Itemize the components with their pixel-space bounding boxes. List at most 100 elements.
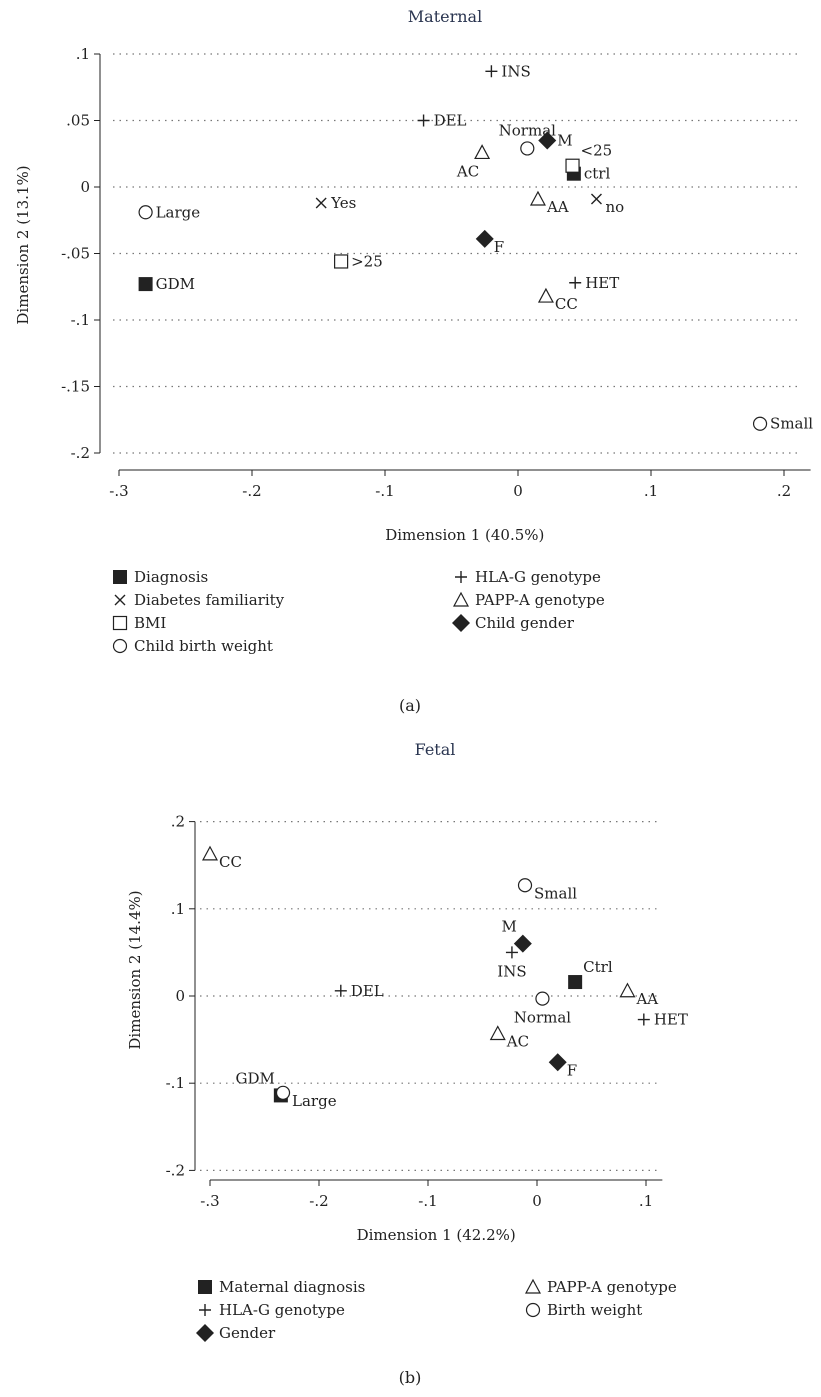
maternal-point-marker bbox=[475, 229, 494, 248]
maternal-legend-label: Diagnosis bbox=[134, 568, 208, 586]
maternal-point-marker bbox=[752, 416, 768, 431]
fetal-legend-marker bbox=[524, 1278, 542, 1294]
fetal-x-tick-label: -.1 bbox=[418, 1192, 437, 1210]
maternal-point-marker bbox=[529, 190, 546, 206]
fetal-y-tick-label: 0 bbox=[175, 987, 185, 1005]
fetal-x-tick-label: -.3 bbox=[200, 1192, 219, 1210]
maternal-point-label: Yes bbox=[330, 194, 356, 212]
maternal-point-marker bbox=[569, 276, 582, 289]
maternal-legend-label: BMI bbox=[134, 614, 166, 632]
fetal-series-papp-a-genotype: CC AA AC bbox=[201, 845, 658, 1050]
maternal-point-label: AA bbox=[546, 198, 569, 216]
fetal-point-marker bbox=[505, 946, 518, 959]
fetal-point-label: DEL bbox=[351, 982, 384, 1000]
fetal-legend-label: Gender bbox=[219, 1324, 276, 1342]
fetal-point-marker bbox=[548, 1053, 567, 1072]
fetal-legend-label: Maternal diagnosis bbox=[219, 1278, 365, 1296]
maternal-x-tick-label: -.2 bbox=[242, 482, 261, 500]
maternal-legend-marker bbox=[113, 570, 127, 584]
maternal-point-marker bbox=[520, 141, 535, 156]
fetal-point-label: Large bbox=[292, 1092, 337, 1110]
maternal-series-bmi: <25 >25 bbox=[334, 142, 613, 270]
maternal-x-axis-label: Dimension 1 (40.5%) bbox=[385, 526, 544, 544]
maternal-point-label: no bbox=[605, 198, 624, 216]
fetal-point-label: F bbox=[567, 1061, 577, 1079]
maternal-series-diabetes-familiarity: Yes no bbox=[315, 193, 624, 216]
fetal-point-label: AC bbox=[506, 1032, 529, 1050]
maternal-legend-label: Child birth weight bbox=[134, 637, 273, 655]
fetal-chart-title: Fetal bbox=[415, 740, 456, 759]
fetal-panel-caption: (b) bbox=[399, 1368, 422, 1387]
maternal-point-label: <25 bbox=[581, 142, 613, 160]
fetal-point-marker bbox=[568, 975, 583, 990]
maternal-point-label: HET bbox=[585, 274, 619, 292]
fetal-y-tick-label: -.1 bbox=[166, 1074, 185, 1092]
maternal-point-label: AC bbox=[456, 162, 479, 180]
maternal-y-tick-label: -.2 bbox=[71, 444, 90, 462]
fetal-legend-marker bbox=[525, 1302, 541, 1318]
maternal-x-tick-label: 0 bbox=[513, 482, 523, 500]
maternal-point-marker bbox=[474, 144, 491, 160]
fetal-point-marker bbox=[535, 991, 550, 1006]
fetal-point-label: AA bbox=[635, 990, 658, 1008]
maternal-y-axis-label: Dimension 2 (13.1%) bbox=[14, 165, 32, 324]
maternal-series-hla-g-genotype: INS DEL HET bbox=[417, 62, 619, 292]
fetal-x-tick-label: 0 bbox=[532, 1192, 542, 1210]
fetal-point-marker bbox=[489, 1025, 506, 1041]
maternal-legend: Diagnosis Diabetes familiarity BMI Child bi… bbox=[112, 568, 605, 655]
fetal-legend-label: Birth weight bbox=[547, 1301, 642, 1319]
fetal-point-label: INS bbox=[497, 962, 526, 980]
maternal-legend-label: PAPP-A genotype bbox=[475, 591, 605, 609]
maternal-chart-title: Maternal bbox=[408, 7, 482, 26]
maternal-series-papp-a-genotype: AC AA CC bbox=[456, 144, 578, 313]
maternal-y-tick-label: .1 bbox=[76, 45, 90, 63]
maternal-legend-label: HLA-G genotype bbox=[475, 568, 601, 586]
maternal-x-tick-label: -.1 bbox=[375, 482, 394, 500]
maternal-legend-marker bbox=[452, 614, 470, 632]
fetal-point-label: CC bbox=[219, 853, 242, 871]
fetal-legend-marker bbox=[198, 1280, 212, 1294]
maternal-point-marker bbox=[590, 193, 602, 205]
fetal-series-hla-g-genotype: INS DEL HET bbox=[334, 946, 688, 1029]
maternal-series-diagnosis: GDM ctrl bbox=[138, 165, 611, 293]
fetal-legend-label: HLA-G genotype bbox=[219, 1301, 345, 1319]
maternal-x-tick-label: .1 bbox=[644, 482, 658, 500]
maternal-x-tick-label: .2 bbox=[777, 482, 791, 500]
maternal-panel: Maternal .1 .05 0 -.05 -.1 -.15 -.2 -.3 -.2 -.1 0 .1… bbox=[14, 7, 813, 715]
fetal-y-axis-label: Dimension 2 (14.4%) bbox=[126, 890, 144, 1049]
fetal-point-marker bbox=[513, 934, 532, 953]
maternal-legend-marker bbox=[114, 594, 126, 606]
maternal-point-label: DEL bbox=[434, 112, 467, 130]
maternal-x-tick-label: -.3 bbox=[109, 482, 128, 500]
maternal-series-child-birth-weight: Large Normal Small bbox=[138, 121, 813, 433]
maternal-legend-marker bbox=[112, 615, 128, 631]
maternal-point-label: M bbox=[557, 131, 572, 149]
fetal-point-label: Normal bbox=[514, 1009, 571, 1027]
maternal-legend-marker bbox=[455, 571, 467, 583]
maternal-legend-label: Child gender bbox=[475, 614, 575, 632]
fetal-series-gender: MF bbox=[501, 918, 577, 1080]
maternal-point-label: ctrl bbox=[584, 165, 611, 183]
fetal-x-tick-label: -.2 bbox=[309, 1192, 328, 1210]
maternal-point-label: >25 bbox=[351, 252, 383, 270]
fetal-legend-label: PAPP-A genotype bbox=[547, 1278, 677, 1296]
maternal-point-marker bbox=[334, 254, 349, 269]
fetal-point-label: GDM bbox=[235, 1069, 274, 1087]
maternal-y-tick-label: -.05 bbox=[61, 245, 90, 263]
fetal-series-birth-weight: Small Normal Large bbox=[275, 878, 577, 1110]
fetal-legend: Maternal diagnosis HLA-G genotype Gender PA… bbox=[196, 1278, 677, 1342]
maternal-point-marker bbox=[417, 114, 430, 127]
fetal-point-marker bbox=[201, 845, 219, 861]
maternal-point-marker bbox=[138, 205, 153, 220]
fetal-point-label: Small bbox=[534, 884, 577, 902]
fetal-x-axis-label: Dimension 1 (42.2%) bbox=[357, 1226, 516, 1244]
maternal-point-label: Small bbox=[770, 415, 813, 433]
maternal-point-marker bbox=[138, 277, 153, 292]
fetal-legend-marker bbox=[199, 1304, 211, 1316]
fetal-legend-marker bbox=[196, 1324, 214, 1342]
maternal-y-tick-label: -.1 bbox=[71, 311, 90, 329]
maternal-point-label: GDM bbox=[156, 275, 195, 293]
maternal-point-label: CC bbox=[555, 295, 578, 313]
maternal-point-marker bbox=[485, 65, 498, 78]
